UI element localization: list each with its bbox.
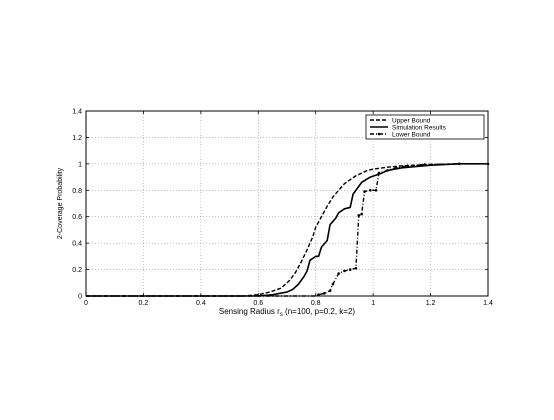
y-tick-label: 1.4 <box>72 109 82 116</box>
series-point <box>323 292 326 295</box>
y-tick-label: 0 <box>78 294 82 301</box>
ticks: 0 0.2 0.4 0.6 0.8 1 1.2 1.4 0 0.2 0.4 0.6 0.8 1 1.2 1.4 <box>72 109 493 308</box>
series-point <box>374 188 378 192</box>
series-line-lower-bound <box>86 163 488 297</box>
series-point <box>357 214 361 217</box>
y-tick-label: 0.4 <box>72 241 82 248</box>
x-tick-label: 1 <box>371 300 375 307</box>
x-tick-label: 1.2 <box>426 300 436 307</box>
x-tick-label: 1.4 <box>483 300 493 307</box>
series-point <box>406 164 409 168</box>
y-tick-label: 0.8 <box>72 188 82 195</box>
series-point <box>317 293 320 296</box>
legend-label: Simulation Results <box>392 124 447 131</box>
legend-label: Lower Bound <box>392 131 431 138</box>
x-tick-label: 0.4 <box>196 300 206 307</box>
y-tick-label: 1 <box>78 161 82 168</box>
series-point <box>348 268 352 271</box>
series-point <box>354 266 358 270</box>
y-axis-label: 2-Coverage Probability <box>57 167 64 239</box>
x-tick-label: 0.6 <box>253 300 263 307</box>
grid <box>86 111 488 296</box>
series-point <box>394 166 398 170</box>
series-point <box>377 171 381 175</box>
y-tick-label: 1.2 <box>72 135 82 142</box>
series-point <box>337 272 340 275</box>
series-point <box>331 282 335 286</box>
legend-marker <box>377 132 381 136</box>
series-point <box>328 289 332 293</box>
series-point <box>360 212 363 216</box>
x-tick-label: 0.8 <box>311 300 321 307</box>
series-point <box>423 163 427 166</box>
x-tick-label: 0 <box>84 300 88 307</box>
series-point <box>368 188 372 192</box>
y-tick-label: 0.6 <box>72 214 82 221</box>
series-point <box>343 269 346 273</box>
y-tick-label: 0.2 <box>72 267 82 274</box>
series-layer <box>86 162 490 297</box>
series-point <box>457 162 461 166</box>
x-axis-label: Sensing Radius rs (n=100, p=0.2, k=2) <box>219 307 356 318</box>
x-tick-label: 0.2 <box>139 300 149 307</box>
series-point <box>363 190 366 193</box>
series-line-upper-bound <box>86 163 488 297</box>
legend-label: Upper Bound <box>392 117 431 124</box>
series-point <box>386 169 389 172</box>
series-line-simulation-results <box>86 163 488 297</box>
axes-box <box>85 110 489 297</box>
